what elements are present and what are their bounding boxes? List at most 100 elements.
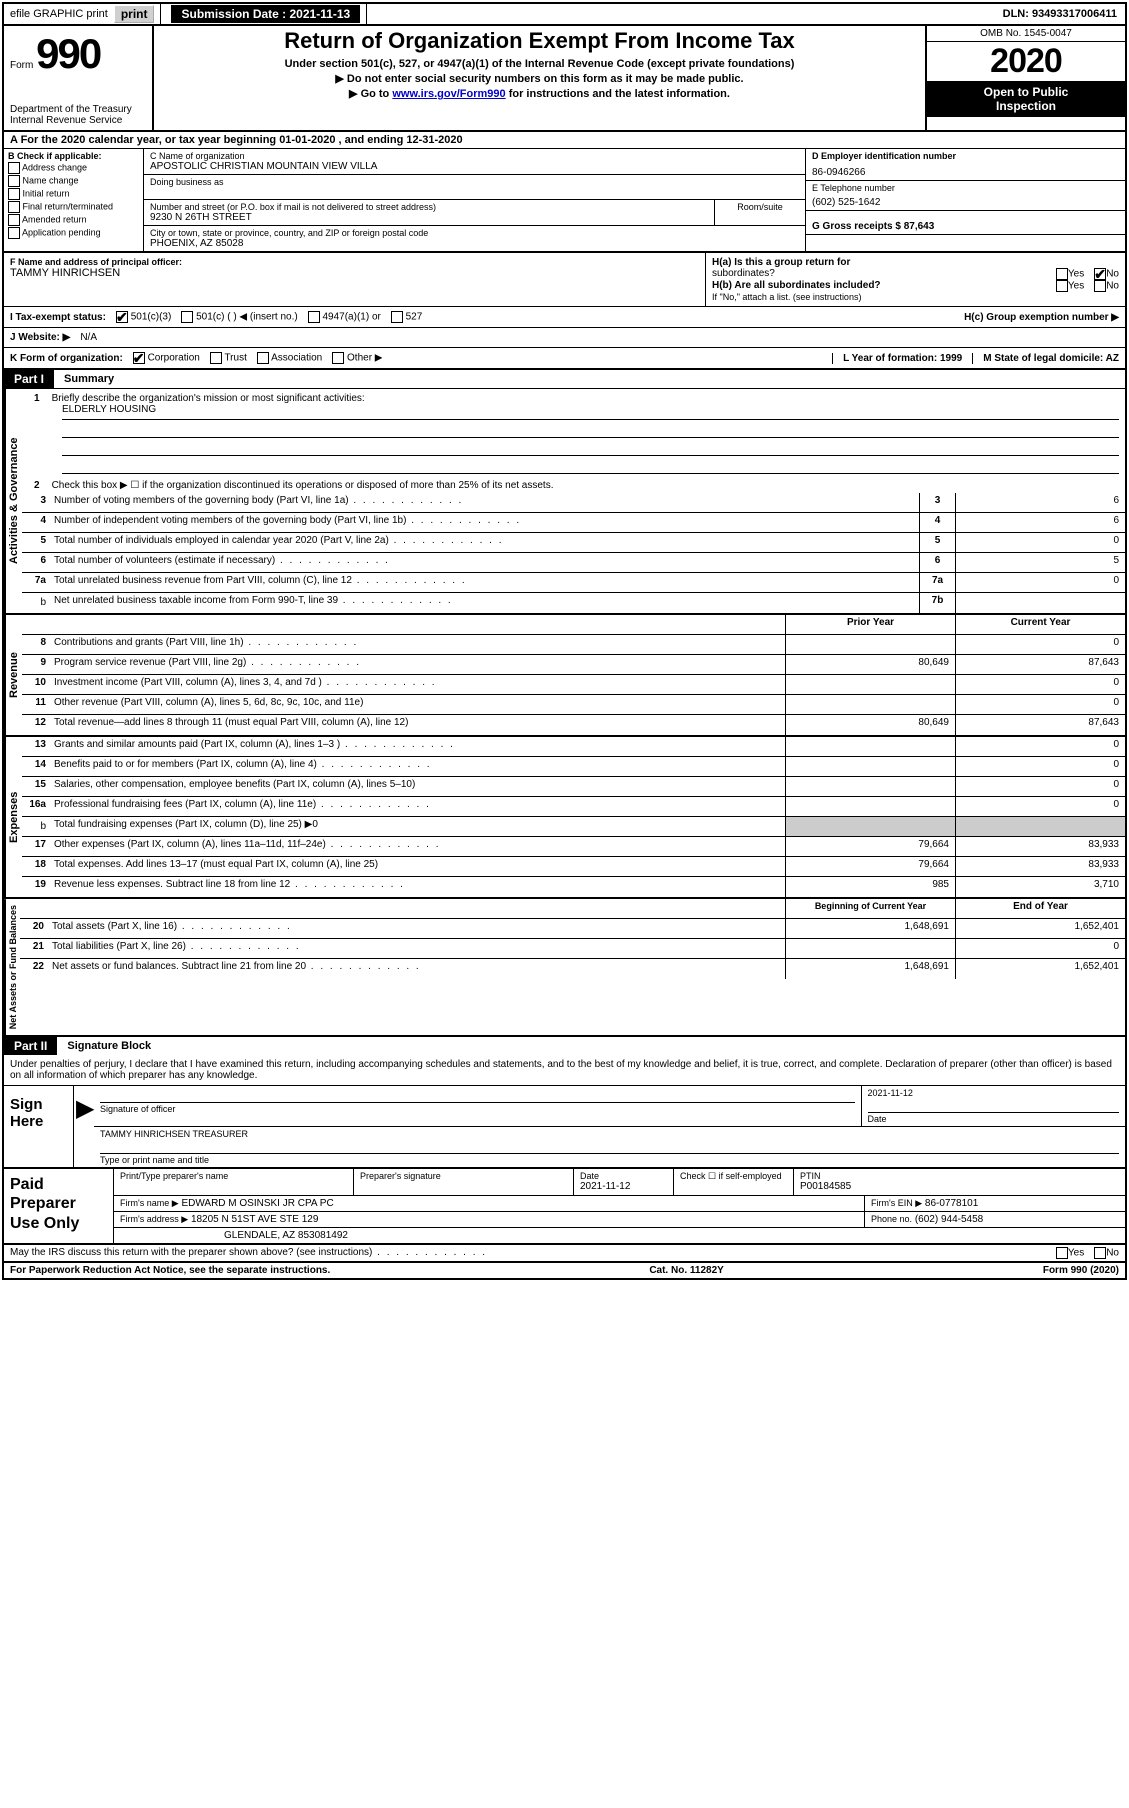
chk-name-change[interactable]: Name change	[8, 175, 139, 187]
perjury-statement: Under penalties of perjury, I declare th…	[4, 1055, 1125, 1086]
line-16a: 16aProfessional fundraising fees (Part I…	[22, 797, 1125, 817]
sig-officer-row: Signature of officer 2021-11-12 Date	[94, 1086, 1125, 1127]
firm-ein-value: 86-0778101	[925, 1198, 978, 1209]
phone-label: E Telephone number	[812, 183, 1119, 193]
header-left: Form 990 Department of the Treasury Inte…	[4, 26, 154, 130]
org-name: APOSTOLIC CHRISTIAN MOUNTAIN VIEW VILLA	[150, 161, 799, 172]
chk-501c3[interactable]: 501(c)(3)	[116, 311, 171, 323]
line-12: 12Total revenue—add lines 8 through 11 (…	[22, 715, 1125, 735]
line-14: 14Benefits paid to or for members (Part …	[22, 757, 1125, 777]
line-4-val: 6	[955, 513, 1125, 532]
firm-addr2-cell: GLENDALE, AZ 853081492	[114, 1228, 1125, 1243]
print-button[interactable]: print	[114, 5, 155, 23]
sig-date-label: Date	[868, 1112, 1120, 1124]
discuss-no[interactable]: No	[1094, 1247, 1119, 1259]
hb-no[interactable]: No	[1094, 280, 1119, 292]
phone-row: E Telephone number (602) 525-1642	[806, 181, 1125, 211]
mission-blank-1	[62, 422, 1119, 438]
firm-addr2: GLENDALE, AZ 853081492	[224, 1230, 348, 1241]
chk-corporation[interactable]: Corporation	[133, 352, 200, 364]
mission-value: ELDERLY HOUSING	[62, 404, 1119, 420]
ptin-cell: PTIN P00184585	[794, 1169, 1125, 1195]
paid-body: Print/Type preparer's name Preparer's si…	[114, 1169, 1125, 1243]
efile-cell: efile GRAPHIC print print	[4, 4, 161, 24]
self-employed-cell[interactable]: Check ☐ if self-employed	[674, 1169, 794, 1195]
exp-body: 13Grants and similar amounts paid (Part …	[22, 737, 1125, 897]
chk-trust[interactable]: Trust	[210, 352, 247, 364]
sig-officer-field[interactable]: Signature of officer	[94, 1086, 862, 1126]
chk-527[interactable]: 527	[391, 311, 422, 323]
line-7a-text: Total unrelated business revenue from Pa…	[50, 573, 919, 592]
chk-address-change[interactable]: Address change	[8, 162, 139, 174]
line-21: 21Total liabilities (Part X, line 26)0	[20, 939, 1125, 959]
line-10: 10Investment income (Part VIII, column (…	[22, 675, 1125, 695]
line-16b: bTotal fundraising expenses (Part IX, co…	[22, 817, 1125, 837]
sub3-pre: ▶ Go to	[349, 88, 392, 100]
q1-text: Briefly describe the organization's miss…	[52, 393, 365, 404]
phone-value: (602) 525-1642	[812, 197, 1119, 208]
firm-name-cell: Firm's name ▶ EDWARD M OSINSKI JR CPA PC	[114, 1196, 865, 1211]
gross-receipts-row: G Gross receipts $ 87,643	[806, 211, 1125, 235]
chk-other[interactable]: Other ▶	[332, 352, 382, 364]
part1-header-row: Part I Summary	[4, 370, 1125, 389]
ha-yn: Yes No	[1056, 268, 1119, 280]
discuss-yes[interactable]: Yes	[1056, 1247, 1084, 1259]
hb-yes[interactable]: Yes	[1056, 280, 1084, 292]
part2-header-row: Part II Signature Block	[4, 1037, 1125, 1055]
instructions-link[interactable]: www.irs.gov/Form990	[392, 88, 505, 100]
part2-badge: Part II	[4, 1037, 57, 1055]
l-year-formation: L Year of formation: 1999	[832, 353, 962, 364]
print-name-cell: Print/Type preparer's name	[114, 1169, 354, 1195]
line-4: 4Number of independent voting members of…	[22, 513, 1125, 533]
row-a-tax-year: A For the 2020 calendar year, or tax yea…	[4, 132, 1125, 149]
firm-addr-cell: Firm's address ▶ 18205 N 51ST AVE STE 12…	[114, 1212, 865, 1227]
chk-initial-return[interactable]: Initial return	[8, 188, 139, 200]
form-title: Return of Organization Exempt From Incom…	[164, 28, 915, 54]
chk-final-return[interactable]: Final return/terminated	[8, 201, 139, 213]
self-employed-label: Check ☐ if self-employed	[680, 1171, 787, 1182]
sign-here-label: Sign Here	[4, 1086, 74, 1167]
form-word: Form	[10, 60, 33, 71]
cat-no: Cat. No. 11282Y	[649, 1265, 723, 1276]
efile-label: efile GRAPHIC print	[10, 8, 108, 20]
subtitle-3: ▶ Go to www.irs.gov/Form990 for instruct…	[164, 87, 915, 100]
section-revenue: Revenue Prior Year Current Year 8Contrib…	[4, 615, 1125, 737]
discuss-row: May the IRS discuss this return with the…	[4, 1245, 1125, 1262]
firm-phone-label: Phone no.	[871, 1214, 912, 1224]
ha-no[interactable]: No	[1094, 268, 1119, 280]
header-right: OMB No. 1545-0047 2020 Open to Public In…	[925, 26, 1125, 130]
line-6: 6Total number of volunteers (estimate if…	[22, 553, 1125, 573]
subtitle-2: ▶ Do not enter social security numbers o…	[164, 72, 915, 85]
column-b-checkboxes: B Check if applicable: Address change Na…	[4, 149, 144, 251]
net-header-row: Beginning of Current Year End of Year	[20, 899, 1125, 919]
dept-irs: Internal Revenue Service	[10, 115, 146, 126]
chk-4947[interactable]: 4947(a)(1) or	[308, 311, 381, 323]
f-label: F Name and address of principal officer:	[10, 257, 699, 267]
room-suite-label: Room/suite	[715, 200, 805, 225]
line-5-val: 0	[955, 533, 1125, 552]
line-15: 15Salaries, other compensation, employee…	[22, 777, 1125, 797]
chk-amended-return[interactable]: Amended return	[8, 214, 139, 226]
prep-sig-label: Preparer's signature	[360, 1171, 567, 1181]
ha-yes[interactable]: Yes	[1056, 268, 1084, 280]
column-c: C Name of organization APOSTOLIC CHRISTI…	[144, 149, 805, 251]
open-line-1: Open to Public	[931, 85, 1121, 99]
open-line-2: Inspection	[931, 99, 1121, 113]
officer-name-title: TAMMY HINRICHSEN TREASURER	[100, 1129, 1119, 1139]
sig-officer-label: Signature of officer	[100, 1102, 855, 1114]
vert-label-revenue: Revenue	[4, 615, 22, 735]
line-11: 11Other revenue (Part VIII, column (A), …	[22, 695, 1125, 715]
firm-ein-label: Firm's EIN ▶	[871, 1198, 922, 1208]
m-state-domicile: M State of legal domicile: AZ	[972, 353, 1119, 364]
ptin-value: P00184585	[800, 1181, 1119, 1192]
addr-label: Number and street (or P.O. box if mail i…	[150, 202, 708, 212]
part2-title-bar: Part II Signature Block	[4, 1037, 1125, 1055]
c-name-label: C Name of organization	[150, 151, 799, 161]
chk-application-pending[interactable]: Application pending	[8, 227, 139, 239]
grey-cell-1	[785, 817, 955, 836]
form-header: Form 990 Department of the Treasury Inte…	[4, 26, 1125, 132]
part2-title: Signature Block	[57, 1038, 161, 1054]
chk-501c[interactable]: 501(c) ( ) ◀ (insert no.)	[181, 311, 297, 323]
chk-association[interactable]: Association	[257, 352, 322, 364]
hb-yn: Yes No	[1056, 280, 1119, 292]
